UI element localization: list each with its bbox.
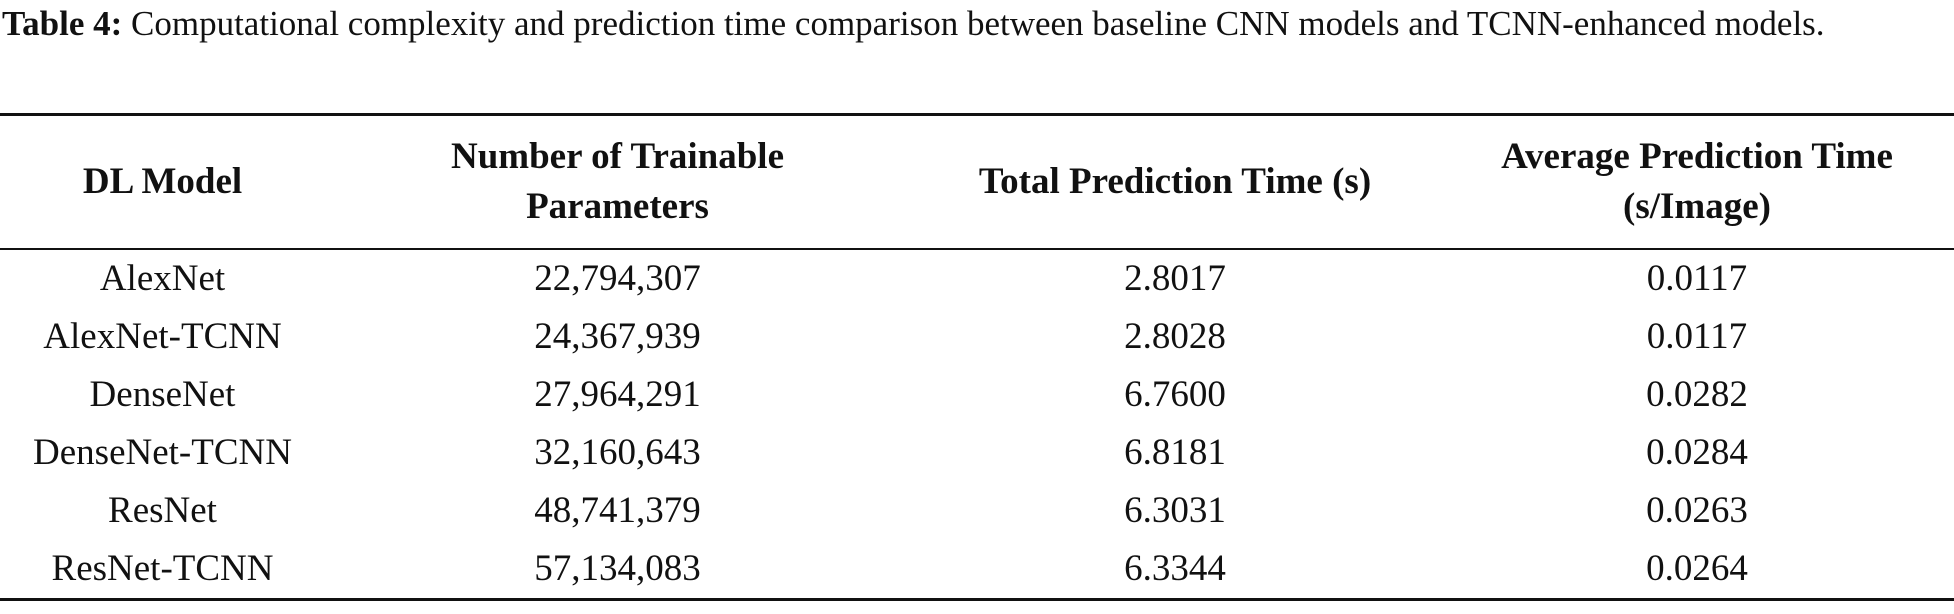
table-row: DenseNet 27,964,291 6.7600 0.0282: [0, 366, 1954, 424]
table-cell: 57,134,083: [534, 548, 701, 589]
table-row: AlexNet 22,794,307 2.8017 0.0117: [0, 249, 1954, 308]
table-header: DL Model Number of Trainable Parameters To…: [0, 114, 1954, 249]
table-cell: ResNet: [108, 490, 217, 531]
table-row: ResNet 48,741,379 6.3031 0.0263: [0, 482, 1954, 540]
table-row: DenseNet-TCNN 32,160,643 6.8181 0.0284: [0, 424, 1954, 482]
table-cell: AlexNet-TCNN: [43, 316, 282, 357]
table-cell: 0.0117: [1646, 316, 1748, 357]
table-cell: 2.8017: [1124, 258, 1226, 299]
caption-text: Computational complexity and prediction …: [131, 4, 1825, 43]
table-cell: 0.0117: [1646, 258, 1748, 299]
table-cell: 6.3031: [1124, 490, 1226, 531]
table-cell: 27,964,291: [534, 374, 701, 415]
table-row: ResNet-TCNN 57,134,083 6.3344 0.0264: [0, 540, 1954, 600]
header-cell: Number of Trainable Parameters: [450, 136, 785, 227]
table-body: AlexNet 22,794,307 2.8017 0.0117 AlexNet-TCN…: [0, 249, 1954, 600]
table-cell: 6.7600: [1124, 374, 1226, 415]
table-cell: 0.0264: [1646, 548, 1748, 589]
table-cell: DenseNet: [89, 374, 236, 415]
table: DL Model Number of Trainable Parameters To…: [0, 113, 1954, 601]
table-cell: 2.8028: [1124, 316, 1226, 357]
table-cell: 0.0263: [1646, 490, 1748, 531]
header-cell: Average Prediction Time (s/Image): [1501, 136, 1893, 227]
table-cell: ResNet-TCNN: [51, 548, 274, 589]
table-cell: 6.3344: [1124, 548, 1226, 589]
table-cell: 24,367,939: [534, 316, 701, 357]
table-cell: 22,794,307: [534, 258, 701, 299]
caption-label: Table 4:: [2, 4, 123, 43]
table-cell: 0.0282: [1646, 374, 1748, 415]
header-row: DL Model Number of Trainable Parameters To…: [0, 114, 1954, 249]
table-cell: DenseNet-TCNN: [33, 432, 292, 473]
header-cell: Total Prediction Time (s): [978, 161, 1372, 202]
table-cell: 48,741,379: [534, 490, 701, 531]
table-cell: 32,160,643: [534, 432, 701, 473]
table-cell: 0.0284: [1646, 432, 1748, 473]
table-cell: 6.8181: [1124, 432, 1226, 473]
table-row: AlexNet-TCNN 24,367,939 2.8028 0.0117: [0, 308, 1954, 366]
caption: Table 4: Computational complexity and pr…: [2, 0, 1952, 47]
header-cell: DL Model: [82, 161, 243, 202]
table-cell: AlexNet: [99, 258, 226, 299]
